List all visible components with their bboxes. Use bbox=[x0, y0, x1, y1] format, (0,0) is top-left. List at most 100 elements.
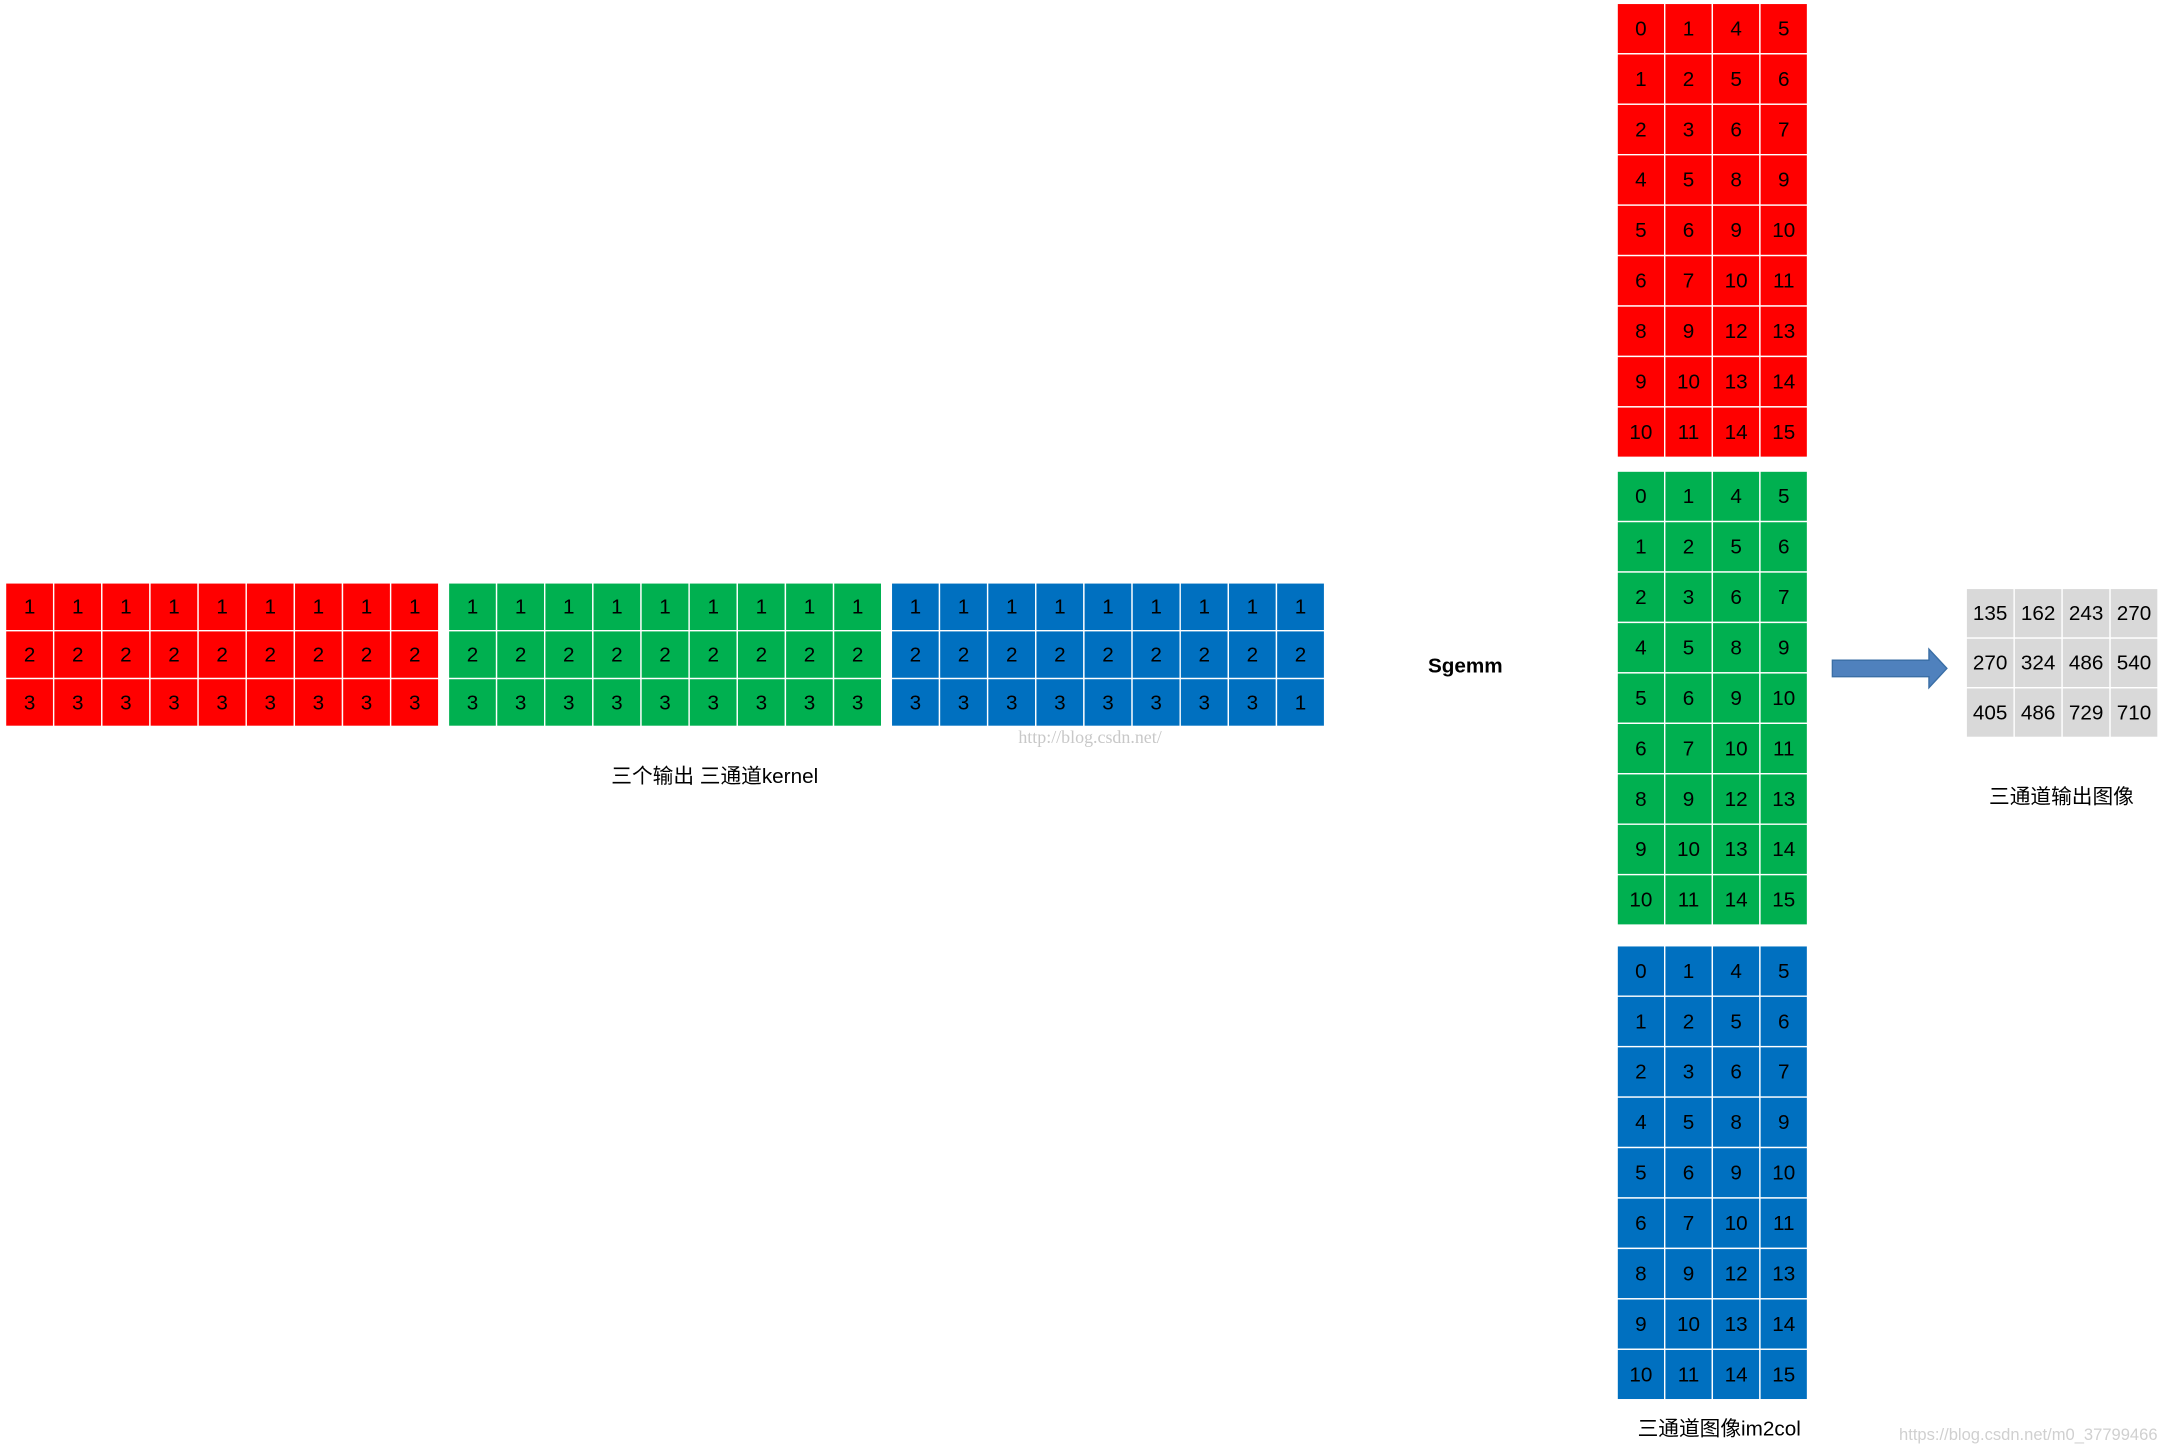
cell-value: 710 bbox=[2117, 701, 2152, 724]
cell-value: 5 bbox=[1683, 637, 1695, 660]
cell-value: 10 bbox=[1677, 371, 1700, 394]
cell-value: 2 bbox=[804, 643, 816, 666]
cell-value: 3 bbox=[216, 691, 228, 714]
cell-value: 11 bbox=[1773, 737, 1794, 760]
cell-value: 2 bbox=[24, 643, 36, 666]
cell bbox=[938, 582, 989, 632]
cell bbox=[2109, 637, 2158, 689]
cell-value: 486 bbox=[2021, 701, 2056, 724]
cell-value: 10 bbox=[1629, 421, 1652, 444]
cell-value: 5 bbox=[1683, 169, 1695, 192]
cell bbox=[1759, 254, 1809, 307]
cell bbox=[1664, 406, 1714, 459]
cell-value: 2 bbox=[1683, 536, 1695, 559]
cell bbox=[1759, 1348, 1809, 1401]
cell-value: 6 bbox=[1730, 1061, 1742, 1084]
cell-value: 6 bbox=[1683, 1162, 1695, 1185]
cell bbox=[1616, 204, 1666, 257]
cell bbox=[1616, 1348, 1666, 1401]
cell-value: 8 bbox=[1635, 788, 1647, 811]
cell-value: 1 bbox=[1635, 1010, 1647, 1033]
cell bbox=[1616, 672, 1666, 725]
cell-value: 6 bbox=[1635, 1212, 1647, 1235]
cell-value: 0 bbox=[1635, 960, 1647, 983]
cell-value: 14 bbox=[1725, 421, 1748, 444]
cell bbox=[1759, 1045, 1809, 1098]
cell-value: 3 bbox=[1054, 691, 1066, 714]
cell-value: 486 bbox=[2069, 652, 2104, 675]
cell bbox=[1664, 873, 1714, 926]
cell-value: 162 bbox=[2021, 602, 2056, 625]
cell bbox=[890, 677, 941, 728]
cell bbox=[101, 677, 151, 728]
cell-value: 1 bbox=[1247, 596, 1259, 619]
cell-value: 2 bbox=[168, 643, 180, 666]
cell bbox=[1759, 722, 1809, 775]
cell-value: 3 bbox=[24, 691, 36, 714]
cell bbox=[197, 630, 247, 680]
cell-value: 5 bbox=[1778, 485, 1790, 508]
cell-value: 1 bbox=[1295, 596, 1307, 619]
cell bbox=[1759, 355, 1809, 408]
cell-value: 3 bbox=[756, 691, 768, 714]
cell-value: 1 bbox=[361, 596, 373, 619]
cell-value: 1 bbox=[216, 596, 228, 619]
cell-value: 1 bbox=[852, 596, 864, 619]
cell-value: 3 bbox=[120, 691, 132, 714]
cell-value: 3 bbox=[563, 691, 575, 714]
cell-value: 14 bbox=[1725, 889, 1748, 912]
cell-value: 9 bbox=[1730, 1162, 1742, 1185]
cell-value: 10 bbox=[1772, 687, 1795, 710]
cell bbox=[197, 677, 247, 728]
cell bbox=[341, 582, 392, 632]
cell bbox=[1664, 1348, 1714, 1401]
cell-value: 5 bbox=[1730, 68, 1742, 91]
cell bbox=[1664, 204, 1714, 257]
cell-value: 2 bbox=[852, 643, 864, 666]
cell-value: 5 bbox=[1730, 536, 1742, 559]
cell-value: 9 bbox=[1683, 320, 1695, 343]
cell-value: 3 bbox=[707, 691, 719, 714]
cell-value: 1 bbox=[467, 596, 479, 619]
cell-value: 7 bbox=[1778, 586, 1790, 609]
cell-value: 2 bbox=[409, 643, 421, 666]
cell-value: 2 bbox=[467, 643, 479, 666]
cell bbox=[1711, 621, 1761, 674]
cell bbox=[1759, 621, 1809, 674]
cell-value: 14 bbox=[1772, 838, 1795, 861]
cell bbox=[1131, 630, 1181, 680]
cell-value: 405 bbox=[1973, 701, 2008, 724]
arrow bbox=[1831, 647, 1948, 690]
cell bbox=[2109, 687, 2158, 739]
cell bbox=[1711, 153, 1761, 206]
cell-value: 14 bbox=[1772, 371, 1795, 394]
cell bbox=[1275, 630, 1326, 680]
cell-value: 13 bbox=[1725, 838, 1748, 861]
cell-value: 2 bbox=[265, 643, 277, 666]
cell bbox=[986, 677, 1037, 728]
operation-label: Sgemm bbox=[1428, 655, 1503, 678]
cell-value: 1 bbox=[1683, 485, 1695, 508]
cell bbox=[2109, 587, 2158, 639]
cell-value: 135 bbox=[1973, 602, 2008, 625]
cell-value: 12 bbox=[1725, 320, 1748, 343]
cell-value: 3 bbox=[1683, 118, 1695, 141]
cell bbox=[1759, 571, 1809, 624]
cell-value: 2 bbox=[72, 643, 84, 666]
cell bbox=[1711, 254, 1761, 307]
cell-value: 2 bbox=[1295, 643, 1307, 666]
cell-value: 9 bbox=[1730, 687, 1742, 710]
cell-value: 3 bbox=[1102, 691, 1114, 714]
cell-value: 2 bbox=[1006, 643, 1018, 666]
cell-value: 4 bbox=[1730, 485, 1742, 508]
cell bbox=[1759, 470, 1809, 523]
cell bbox=[1664, 773, 1714, 825]
cell bbox=[2061, 687, 2111, 739]
cell-value: 2 bbox=[910, 643, 922, 666]
cell-value: 11 bbox=[1773, 270, 1794, 293]
cell-value: 1 bbox=[1150, 596, 1162, 619]
cell-value: 2 bbox=[1198, 643, 1210, 666]
cell-value: 10 bbox=[1725, 1212, 1748, 1235]
cell-value: 9 bbox=[1778, 169, 1790, 192]
cell-value: 15 bbox=[1772, 421, 1795, 444]
